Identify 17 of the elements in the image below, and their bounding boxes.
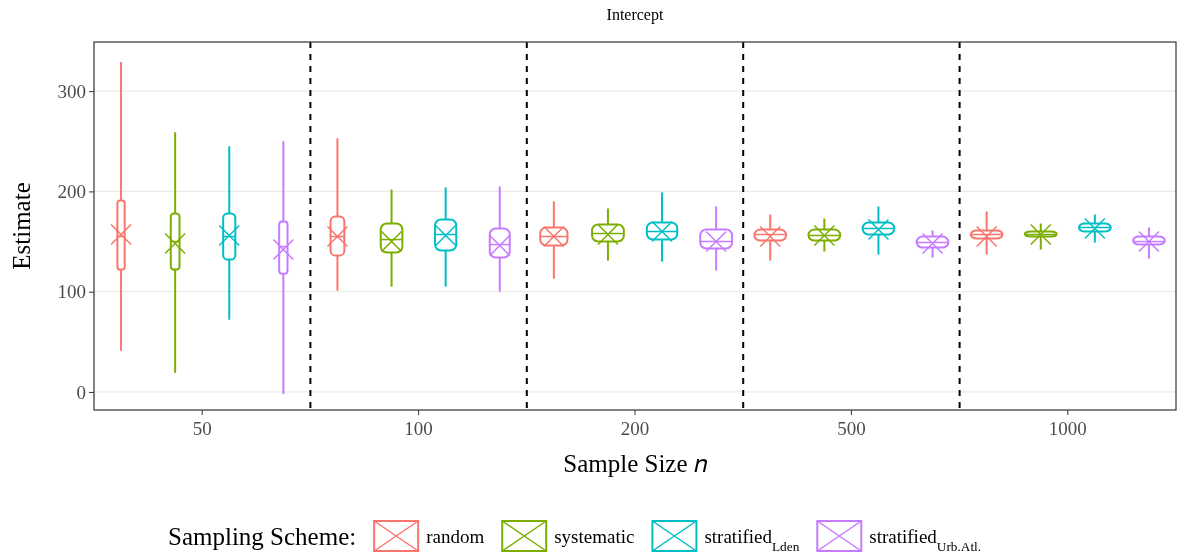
y-tick-label: 300	[57, 80, 86, 102]
legend-label: systematic	[554, 526, 635, 547]
x-tick-label: 500	[837, 418, 866, 440]
legend-title: Sampling Scheme:	[168, 523, 357, 550]
legend-label: random	[426, 526, 485, 547]
legend-label: stratified$_{Lden}$	[704, 526, 800, 554]
x-tick-label: 200	[620, 418, 650, 440]
x-tick-label: 50	[192, 418, 212, 440]
x-tick-label: 100	[404, 418, 433, 440]
y-tick-label: 100	[57, 281, 86, 303]
chart-title: Intercept	[606, 6, 664, 24]
x-tick-label: 1000	[1048, 418, 1087, 440]
y-tick-label: 200	[57, 180, 86, 202]
x-axis-title: Sample Size 𝑛	[563, 450, 708, 477]
legend-label: stratified$_{Urb.Atl.}$	[869, 526, 982, 554]
y-tick-label: 0	[76, 381, 86, 403]
y-axis-title: Estimate	[8, 182, 35, 270]
